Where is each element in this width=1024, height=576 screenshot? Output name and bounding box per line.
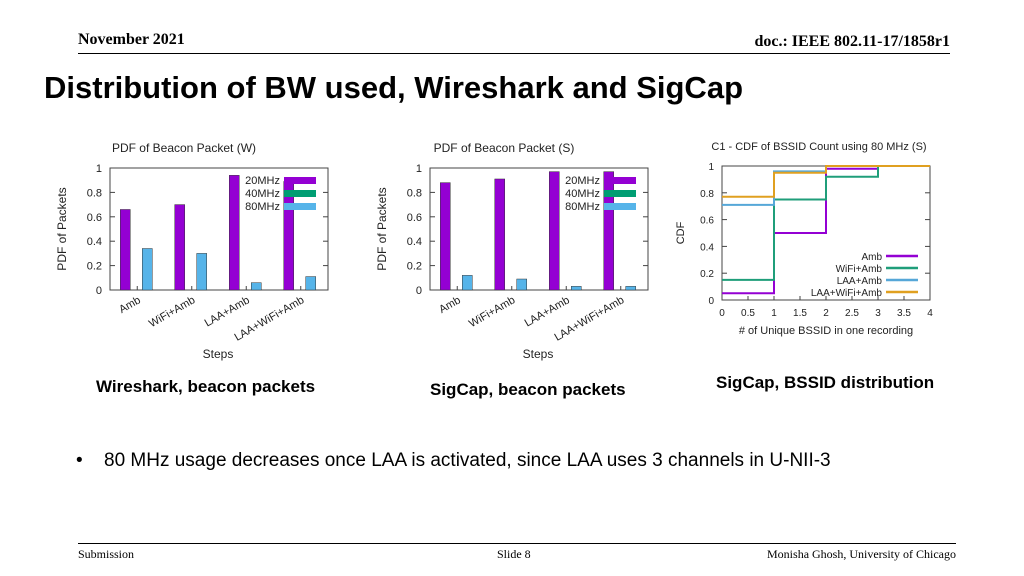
caption-sigcap-bssid: SigCap, BSSID distribution bbox=[716, 373, 935, 392]
bullet-mark: • bbox=[76, 450, 83, 471]
x-tick-label: Amb bbox=[437, 294, 463, 316]
x-tick-label: 3.5 bbox=[897, 308, 911, 319]
y-tick-label: 0 bbox=[708, 296, 714, 307]
x-tick-label: LAA+Amb bbox=[523, 294, 572, 329]
slide-title: Distribution of BW used, Wireshark and S… bbox=[44, 70, 743, 105]
footer-divider bbox=[78, 543, 956, 544]
x-tick-label: Amb bbox=[117, 294, 143, 316]
caption-wireshark: Wireshark, beacon packets bbox=[96, 377, 316, 396]
chart-bssid-cdf: C1 - CDF of BSSID Count using 80 MHz (S)… bbox=[675, 141, 933, 337]
header-doc-id: doc.: IEEE 802.11-17/1858r1 bbox=[754, 33, 950, 50]
legend-label: Amb bbox=[861, 252, 882, 263]
y-tick-label: 0.6 bbox=[700, 216, 714, 227]
plot-frame bbox=[429, 167, 649, 291]
y-tick-label: 0.4 bbox=[700, 242, 714, 253]
chart-title: PDF of Beacon Packet (W) bbox=[112, 141, 256, 155]
y-tick-label: 0.8 bbox=[700, 189, 714, 200]
y-tick-label: 0.6 bbox=[407, 212, 422, 224]
bar-80mhz-amb bbox=[142, 248, 153, 291]
bar-20mhz-laa-wifi-amb bbox=[603, 171, 614, 291]
legend-swatch-20mhz bbox=[284, 177, 316, 184]
legend-swatch-80mhz bbox=[284, 203, 316, 210]
y-tick-label: 0.2 bbox=[87, 261, 102, 273]
bar-20mhz-laa-wifi-amb bbox=[283, 181, 294, 291]
bar-80mhz-amb bbox=[462, 275, 473, 291]
legend-label: WiFi+Amb bbox=[836, 264, 883, 275]
legend-swatch-40mhz bbox=[284, 190, 316, 197]
chart-title: C1 - CDF of BSSID Count using 80 MHz (S) bbox=[711, 141, 926, 153]
legend-label: 20MHz bbox=[565, 175, 600, 187]
legend-label: 40MHz bbox=[565, 188, 600, 200]
legend-swatch-40mhz bbox=[604, 190, 636, 197]
y-tick-label: 1 bbox=[416, 163, 422, 175]
footer-left: Submission bbox=[78, 547, 135, 561]
y-tick-label: 1 bbox=[708, 162, 714, 173]
x-tick-label: LAA+Amb bbox=[203, 294, 252, 329]
x-tick-label: 2.5 bbox=[845, 308, 859, 319]
legend-swatch-80mhz bbox=[604, 203, 636, 210]
bar-20mhz-wifi-amb bbox=[494, 178, 505, 291]
y-tick-label: 1 bbox=[96, 163, 102, 175]
bar-80mhz-laa-amb bbox=[571, 286, 582, 291]
y-tick-label: 0 bbox=[96, 285, 102, 297]
legend-label: 20MHz bbox=[245, 175, 280, 187]
legend-label: LAA+Amb bbox=[837, 276, 883, 287]
y-tick-label: 0.8 bbox=[87, 187, 102, 199]
plot-frame bbox=[109, 167, 329, 291]
legend-label: LAA+WiFi+Amb bbox=[811, 288, 883, 299]
y-tick-label: 0.4 bbox=[407, 236, 422, 248]
legend-label: 80MHz bbox=[245, 201, 280, 213]
x-tick-label: 1.5 bbox=[793, 308, 807, 319]
x-tick-label: WiFi+Amb bbox=[467, 294, 517, 330]
bar-20mhz-amb bbox=[120, 209, 131, 291]
x-tick-label: 1 bbox=[771, 308, 777, 319]
chart-beacon-sigcap: PDF of Beacon Packet (S) 0 0.2 0.4 0.6 0.8 1 PD… bbox=[375, 141, 649, 361]
bullet-text: 80 MHz usage decreases once LAA is activ… bbox=[104, 450, 831, 471]
footer-slide-number: Slide 8 bbox=[497, 547, 531, 561]
bar-20mhz-amb bbox=[440, 182, 451, 291]
bar-20mhz-wifi-amb bbox=[174, 204, 185, 291]
x-tick-label: WiFi+Amb bbox=[147, 294, 197, 330]
bar-20mhz-laa-amb bbox=[229, 175, 240, 291]
chart-title: PDF of Beacon Packet (S) bbox=[434, 141, 575, 155]
bar-80mhz-wifi-amb bbox=[196, 253, 207, 291]
y-tick-label: 0.6 bbox=[87, 212, 102, 224]
bar-80mhz-laa-wifi-amb bbox=[305, 276, 316, 291]
bar-20mhz-laa-amb bbox=[549, 171, 560, 291]
series-line-wifi-amb bbox=[722, 165, 930, 281]
y-tick-label: 0.4 bbox=[87, 236, 102, 248]
x-tick-label: 2 bbox=[823, 308, 829, 319]
footer-author: Monisha Ghosh, University of Chicago bbox=[767, 547, 956, 561]
y-axis-label: PDF of Packets bbox=[375, 187, 389, 270]
bar-80mhz-laa-amb bbox=[251, 282, 262, 291]
bar-80mhz-laa-wifi-amb bbox=[625, 286, 636, 291]
y-axis-label: PDF of Packets bbox=[55, 187, 69, 270]
header-divider bbox=[78, 53, 950, 54]
caption-sigcap-beacon: SigCap, beacon packets bbox=[430, 380, 626, 399]
series-line-laa-wifi-amb bbox=[722, 165, 930, 198]
x-tick-label: 4 bbox=[927, 308, 933, 319]
x-tick-label: 0.5 bbox=[741, 308, 755, 319]
x-tick-label: 0 bbox=[719, 308, 725, 319]
bar-80mhz-wifi-amb bbox=[516, 278, 527, 291]
legend-label: 40MHz bbox=[245, 188, 280, 200]
y-tick-label: 0 bbox=[416, 285, 422, 297]
header-date: November 2021 bbox=[78, 31, 185, 48]
y-tick-label: 0.2 bbox=[700, 269, 714, 280]
x-axis-label: Steps bbox=[523, 347, 554, 361]
x-axis-label: Steps bbox=[203, 347, 234, 361]
x-axis-label: # of Unique BSSID in one recording bbox=[739, 325, 913, 337]
chart-beacon-wireshark: PDF of Beacon Packet (W) 0 0.2 0.4 0.6 0.8 1 PD… bbox=[55, 141, 329, 361]
x-tick-label: 3 bbox=[875, 308, 881, 319]
y-tick-label: 0.2 bbox=[407, 261, 422, 273]
y-tick-label: 0.8 bbox=[407, 187, 422, 199]
y-axis-label: CDF bbox=[675, 221, 687, 244]
legend-label: 80MHz bbox=[565, 201, 600, 213]
legend-swatch-20mhz bbox=[604, 177, 636, 184]
bullet-point: • 80 MHz usage decreases once LAA is acti… bbox=[76, 450, 831, 472]
